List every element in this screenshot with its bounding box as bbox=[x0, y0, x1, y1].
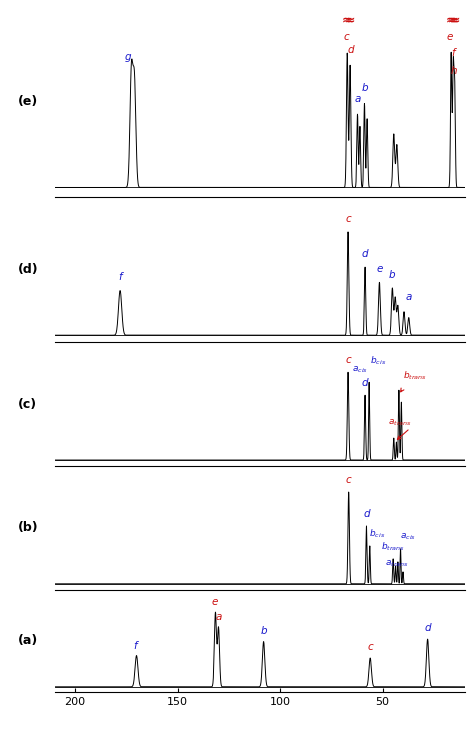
Text: ≈: ≈ bbox=[449, 14, 460, 27]
Text: d: d bbox=[363, 509, 370, 519]
Text: a: a bbox=[355, 94, 361, 103]
Text: b: b bbox=[260, 626, 267, 636]
Text: d: d bbox=[424, 624, 431, 633]
Text: b$_{trans}$: b$_{trans}$ bbox=[381, 540, 405, 553]
Text: c: c bbox=[344, 32, 349, 42]
Text: a$_{trans}$: a$_{trans}$ bbox=[385, 559, 409, 569]
Text: ≈: ≈ bbox=[342, 14, 353, 27]
Text: (a): (a) bbox=[18, 634, 38, 647]
Text: b$_{cis}$: b$_{cis}$ bbox=[369, 527, 385, 540]
Text: d: d bbox=[362, 378, 368, 388]
Text: f: f bbox=[133, 640, 137, 651]
Text: (e): (e) bbox=[18, 95, 38, 108]
Text: ≈: ≈ bbox=[446, 14, 456, 27]
Text: ≈: ≈ bbox=[345, 14, 356, 27]
Text: b: b bbox=[362, 83, 368, 93]
Text: e: e bbox=[447, 32, 453, 42]
Text: a: a bbox=[215, 612, 222, 622]
Text: d: d bbox=[362, 249, 368, 259]
Text: a$_{cis}$: a$_{cis}$ bbox=[352, 365, 368, 376]
Text: b$_{trans}$: b$_{trans}$ bbox=[403, 370, 427, 382]
Text: (c): (c) bbox=[18, 397, 36, 411]
Text: (d): (d) bbox=[18, 263, 38, 276]
Text: a$_{trans}$: a$_{trans}$ bbox=[388, 417, 411, 428]
Text: c: c bbox=[367, 642, 373, 652]
Text: a$_{cis}$: a$_{cis}$ bbox=[400, 531, 416, 542]
Text: e: e bbox=[376, 264, 383, 274]
Text: a: a bbox=[406, 292, 412, 302]
Text: ≈: ≈ bbox=[448, 14, 458, 27]
Text: b: b bbox=[388, 270, 395, 280]
Text: b$_{cis}$: b$_{cis}$ bbox=[370, 355, 386, 367]
Text: f: f bbox=[118, 272, 122, 283]
Text: c: c bbox=[345, 355, 351, 365]
Text: f: f bbox=[451, 48, 455, 58]
Text: (b): (b) bbox=[18, 521, 38, 534]
Text: c: c bbox=[346, 475, 352, 485]
Text: g: g bbox=[125, 52, 131, 62]
Text: d: d bbox=[347, 45, 354, 55]
Text: e: e bbox=[211, 597, 218, 607]
Text: h: h bbox=[451, 66, 457, 76]
Text: c: c bbox=[345, 214, 351, 224]
